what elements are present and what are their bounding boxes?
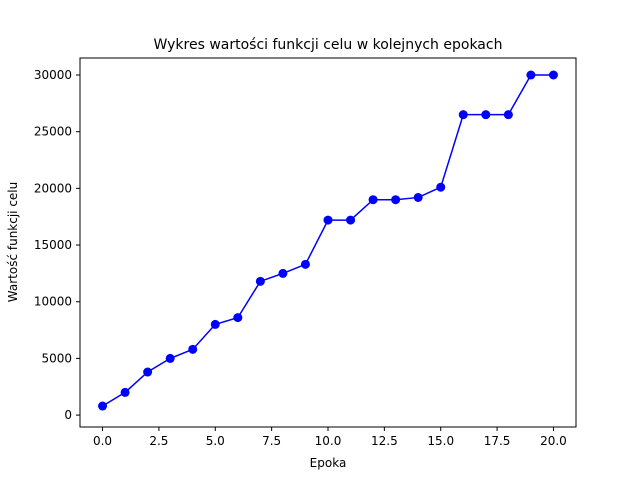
- data-point: [413, 192, 423, 202]
- x-tick-label: 0.0: [93, 434, 112, 448]
- data-point: [526, 70, 536, 80]
- chart-title: Wykres wartości funkcji celu w kolejnych…: [154, 37, 503, 53]
- data-point: [300, 259, 310, 269]
- data-point: [98, 401, 108, 411]
- data-point: [188, 344, 198, 354]
- data-point: [165, 353, 175, 363]
- data-point: [481, 110, 491, 120]
- x-axis-label: Epoka: [310, 456, 347, 470]
- y-tick-label: 10000: [34, 295, 72, 309]
- axes-frame: [79, 57, 577, 428]
- x-tick-label: 17.5: [484, 434, 511, 448]
- data-point: [278, 268, 288, 278]
- data-point: [503, 110, 513, 120]
- data-point: [548, 70, 558, 80]
- data-point: [323, 215, 333, 225]
- y-tick-label: 0: [64, 408, 72, 422]
- data-point: [368, 195, 378, 205]
- x-tick-label: 7.5: [262, 434, 281, 448]
- y-tick-label: 5000: [41, 351, 72, 365]
- y-tick-label: 30000: [34, 68, 72, 82]
- data-point: [391, 195, 401, 205]
- data-point: [458, 110, 468, 120]
- data-point: [346, 215, 356, 225]
- y-tick-label: 25000: [34, 125, 72, 139]
- x-tick-label: 5.0: [206, 434, 225, 448]
- data-point: [233, 313, 243, 323]
- data-point: [436, 182, 446, 192]
- x-tick-label: 10.0: [315, 434, 342, 448]
- data-point: [210, 319, 220, 329]
- plot-area: 0.0 2.5 5.0 7.5 10.0 12.5 15.0 17.5 20.0 0 5000 100…: [34, 57, 577, 448]
- y-tick-label: 15000: [34, 238, 72, 252]
- data-point: [120, 387, 130, 397]
- x-tick-label: 15.0: [427, 434, 454, 448]
- y-axis-label: Wartość funkcji celu: [6, 182, 20, 302]
- y-tick-label: 20000: [34, 181, 72, 195]
- data-point: [143, 367, 153, 377]
- x-tick-label: 2.5: [149, 434, 168, 448]
- x-tick-label: 12.5: [371, 434, 398, 448]
- x-tick-label: 20.0: [540, 434, 567, 448]
- data-point: [255, 276, 265, 286]
